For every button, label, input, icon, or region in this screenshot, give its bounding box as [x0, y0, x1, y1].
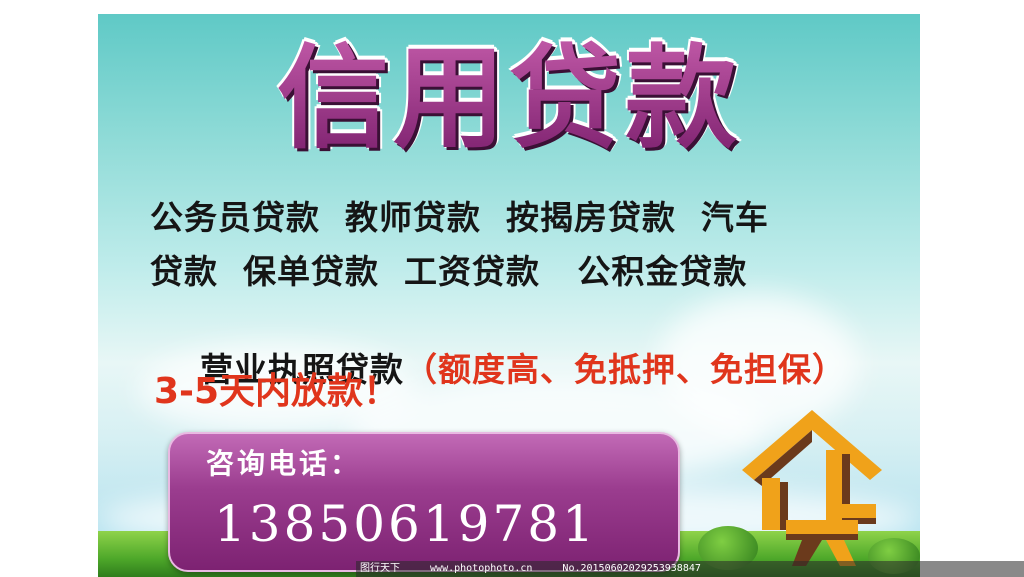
watermark-id: No.20150602029253938847 — [562, 563, 701, 574]
poster-title: 信用贷款 — [98, 34, 920, 164]
site-watermark: 图行天下 www.photophoto.cn No.20150602029253… — [356, 561, 1024, 577]
business-license-loan: 营业执照贷款 — [199, 350, 404, 389]
loan-poster: 信用贷款 公务员贷款 教师贷款 按揭房贷款 汽车 贷款 保单贷款 工资贷款 公积… — [98, 14, 920, 577]
loan-types-line-3: 营业执照贷款（额度高、免抵押、免担保） — [150, 304, 846, 436]
loan-types-line-2: 贷款 保单贷款 工资贷款 公积金贷款 — [150, 252, 748, 291]
loan-benefits-note: （额度高、免抵押、免担保） — [403, 350, 846, 389]
cloud-decoration — [658, 294, 858, 434]
contact-panel: 咨询电话： 13850619781 — [168, 432, 680, 572]
watermark-url: www.photophoto.cn — [430, 563, 533, 574]
house-dai-logo-icon — [742, 410, 882, 566]
release-time-text: 3-5天内放款！ — [154, 371, 400, 412]
phone-number: 13850619781 — [214, 495, 597, 553]
loan-types-line-1: 公务员贷款 教师贷款 按揭房贷款 汽车 — [150, 198, 769, 237]
watermark-site-name: 图行天下 — [360, 563, 400, 574]
contact-label: 咨询电话： — [206, 447, 362, 480]
